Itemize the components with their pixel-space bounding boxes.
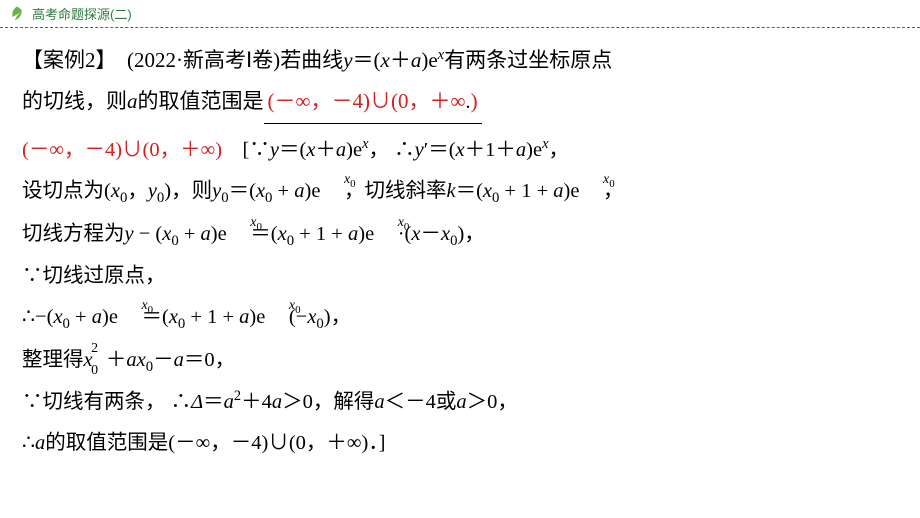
solution-line-2: 设切点为(x0，y0)，则y0＝(x0 + a)ex0，切线斜率k＝(x0 + … [22, 171, 898, 214]
answer-blank: (－∞，－4)∪(0，＋∞.) [264, 81, 482, 124]
problem-line-2: 的切线，则a的取值范围是(－∞，－4)∪(0，＋∞.) [22, 81, 898, 124]
header-title: 高考命题探源(二) [32, 4, 132, 23]
content-area: 【案例2】 (2022·新高考Ⅰ卷)若曲线y＝(x＋a)ex有两条过坐标原点 的… [0, 28, 920, 464]
solution-line-7: ∵切线有两条， ∴Δ＝a2＋4a＞0，解得a＜－4或a＞0， [22, 382, 898, 423]
solution-line-3: 切线方程为y − (x0 + a)ex0＝(x0 + 1 + a)ex0·(x－… [22, 214, 898, 257]
var-a: a [127, 89, 138, 113]
solution-line-5: ∴−(x0 + a)ex0＝(x0 + 1 + a)ex0(−x0)， [22, 297, 898, 340]
solution-line-4: ∵切线过原点， [22, 256, 898, 297]
stem-p2: 有两条过坐标原点 [444, 48, 612, 72]
solution-line-8: ∴a的取值范围是(－∞，－4)∪(0，＋∞)．] [22, 423, 898, 464]
problem-label: 【案例2】 [22, 48, 106, 72]
solution-line-1: (－∞，－4)∪(0，＋∞) [∵y＝(x＋a)ex， ∴y′＝(x＋1＋a)e… [22, 130, 898, 171]
problem-source: (2022·新高考Ⅰ卷) [127, 48, 280, 72]
problem-line-1: 【案例2】 (2022·新高考Ⅰ卷)若曲线y＝(x＋a)ex有两条过坐标原点 [22, 40, 898, 81]
stem-l2b: 的取值范围是 [138, 89, 264, 113]
page-header: 高考命题探源(二) [0, 0, 920, 28]
stem-p1: 若曲线 [280, 48, 343, 72]
stem-l2a: 的切线，则 [22, 89, 127, 113]
solution-line-6: 整理得x20＋ax0－a＝0， [22, 340, 898, 383]
leaf-icon [8, 5, 26, 23]
